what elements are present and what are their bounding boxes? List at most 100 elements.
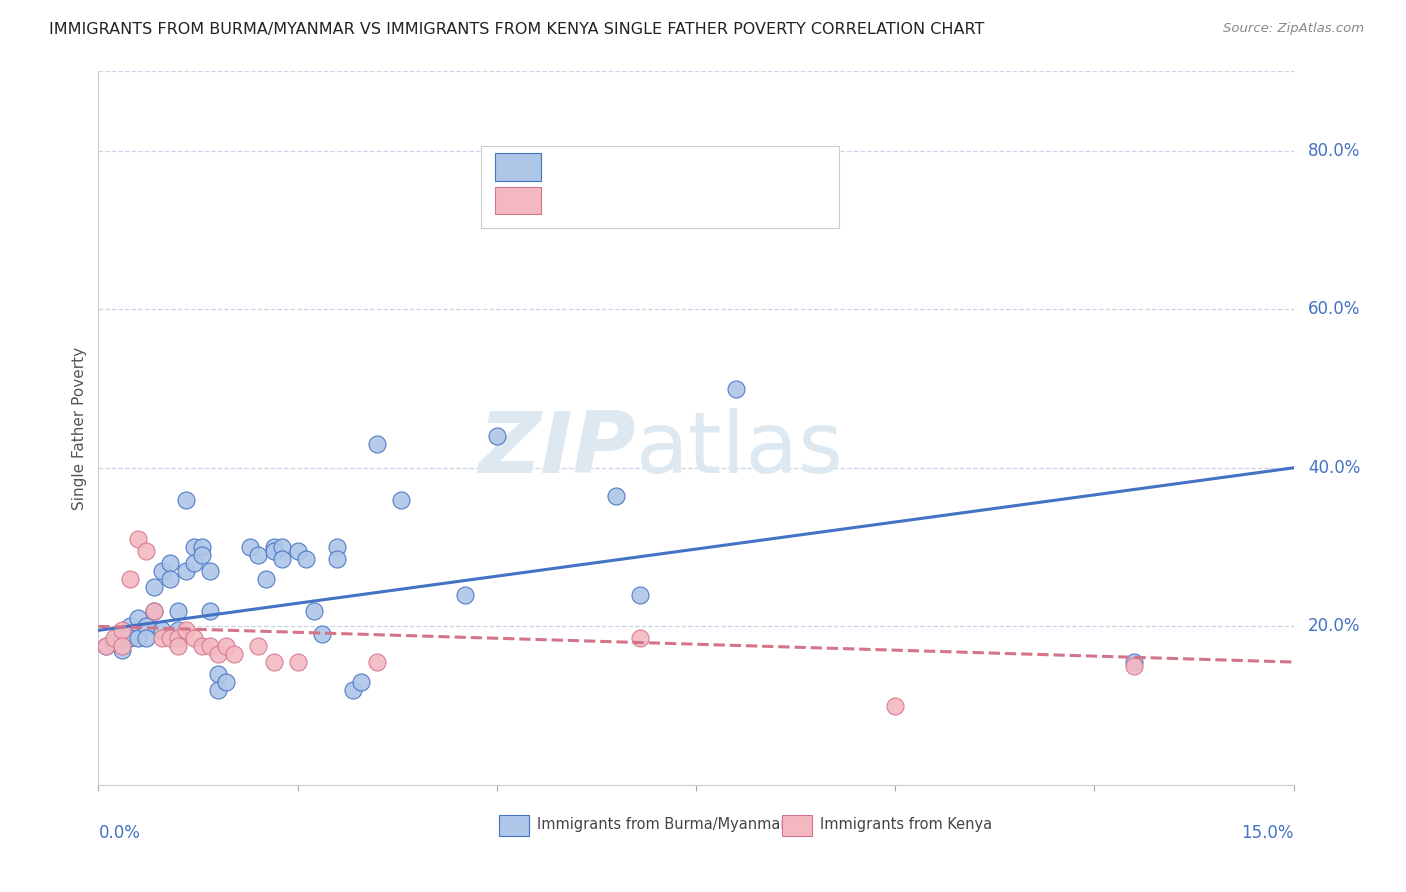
Text: atlas: atlas: [637, 408, 844, 491]
Point: [96, 639, 118, 653]
Point: [120, 632, 142, 646]
Point: [143, 603, 166, 617]
Point: [270, 540, 292, 554]
Point: [1123, 655, 1146, 669]
Point: [287, 655, 309, 669]
Point: [1123, 659, 1146, 673]
Point: [342, 682, 364, 697]
Point: [174, 492, 197, 507]
Point: [605, 489, 627, 503]
Point: [302, 603, 325, 617]
Text: R =  0.250: R = 0.250: [555, 157, 651, 175]
Point: [366, 437, 388, 451]
Point: [143, 603, 166, 617]
Point: [167, 603, 190, 617]
Text: Immigrants from Burma/Myanmar: Immigrants from Burma/Myanmar: [537, 817, 786, 832]
Text: 15.0%: 15.0%: [1241, 824, 1294, 842]
Point: [628, 588, 651, 602]
Text: Source: ZipAtlas.com: Source: ZipAtlas.com: [1223, 22, 1364, 36]
Point: [485, 429, 508, 443]
Point: [350, 674, 373, 689]
Point: [287, 544, 309, 558]
Point: [150, 564, 173, 578]
Point: [143, 580, 166, 594]
Point: [326, 552, 349, 566]
Point: [127, 532, 149, 546]
Text: IMMIGRANTS FROM BURMA/MYANMAR VS IMMIGRANTS FROM KENYA SINGLE FATHER POVERTY COR: IMMIGRANTS FROM BURMA/MYANMAR VS IMMIGRA…: [49, 22, 984, 37]
Point: [246, 639, 269, 653]
Point: [159, 572, 181, 586]
Point: [167, 632, 190, 646]
Point: [628, 632, 651, 646]
Point: [111, 624, 134, 638]
Point: [150, 632, 173, 646]
Text: 40.0%: 40.0%: [1308, 458, 1360, 477]
Point: [150, 624, 173, 638]
FancyBboxPatch shape: [481, 146, 839, 228]
Point: [198, 603, 221, 617]
Point: [263, 544, 285, 558]
Point: [120, 572, 142, 586]
Point: [263, 540, 285, 554]
FancyBboxPatch shape: [495, 153, 541, 180]
FancyBboxPatch shape: [499, 815, 529, 837]
Point: [198, 639, 221, 653]
Point: [120, 619, 142, 633]
Point: [222, 647, 245, 661]
Point: [135, 619, 157, 633]
Point: [111, 639, 134, 653]
Text: R = -0.158: R = -0.158: [555, 192, 652, 210]
Point: [215, 639, 238, 653]
Point: [159, 556, 181, 570]
Point: [167, 639, 190, 653]
Point: [191, 540, 214, 554]
Point: [246, 548, 269, 562]
Point: [263, 655, 285, 669]
Point: [270, 552, 292, 566]
Point: [127, 611, 149, 625]
FancyBboxPatch shape: [495, 187, 541, 214]
Point: [326, 540, 349, 554]
Point: [207, 647, 229, 661]
Point: [366, 655, 388, 669]
Point: [135, 544, 157, 558]
Point: [884, 698, 907, 713]
Point: [111, 632, 134, 646]
Point: [135, 632, 157, 646]
Text: 60.0%: 60.0%: [1308, 301, 1360, 318]
Point: [389, 492, 412, 507]
Point: [183, 556, 205, 570]
Point: [724, 382, 747, 396]
Point: [103, 632, 125, 646]
FancyBboxPatch shape: [782, 815, 811, 837]
Text: N = 52: N = 52: [690, 157, 758, 175]
Text: 0.0%: 0.0%: [98, 824, 141, 842]
Point: [239, 540, 262, 554]
Point: [207, 667, 229, 681]
Point: [207, 682, 229, 697]
Point: [167, 624, 190, 638]
Point: [191, 639, 214, 653]
Y-axis label: Single Father Poverty: Single Father Poverty: [72, 347, 87, 509]
Text: 80.0%: 80.0%: [1308, 142, 1360, 160]
Point: [183, 632, 205, 646]
Text: 20.0%: 20.0%: [1308, 617, 1361, 635]
Point: [191, 548, 214, 562]
Text: ZIP: ZIP: [478, 408, 637, 491]
Point: [111, 643, 134, 657]
Point: [159, 632, 181, 646]
Point: [127, 632, 149, 646]
Point: [294, 552, 316, 566]
Point: [174, 564, 197, 578]
Text: Immigrants from Kenya: Immigrants from Kenya: [820, 817, 993, 832]
Point: [103, 635, 125, 649]
Point: [96, 639, 118, 653]
Point: [183, 540, 205, 554]
Point: [215, 674, 238, 689]
Point: [174, 624, 197, 638]
Point: [454, 588, 477, 602]
Point: [198, 564, 221, 578]
Text: N = 26: N = 26: [690, 192, 758, 210]
Point: [311, 627, 333, 641]
Point: [254, 572, 277, 586]
